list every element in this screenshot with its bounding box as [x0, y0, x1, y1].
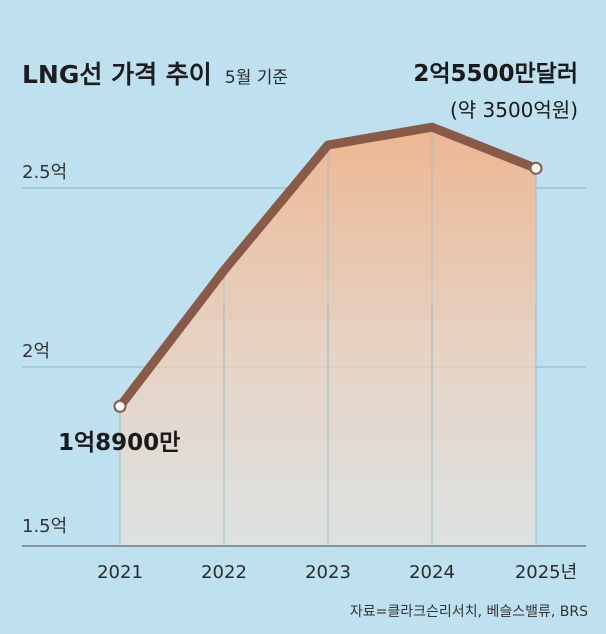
- source-note: 자료=클라크슨리서치, 베슬스밸류, BRS: [350, 604, 588, 620]
- annotation-last-krw: (약 3500억원): [450, 98, 578, 122]
- data-point-marker: [113, 399, 127, 413]
- y-tick-label: 2억: [22, 341, 50, 362]
- chart-title: LNG선 가격 추이 5월 기준: [22, 60, 288, 89]
- x-tick-label: 2024: [409, 562, 455, 583]
- x-tick-label: 2025년: [515, 562, 577, 583]
- y-tick-labels: 2.5억 2억 1.5억: [22, 162, 67, 537]
- x-tick-labels: 2021 2022 2023 2024 2025년: [97, 562, 577, 583]
- x-tick-label: 2022: [201, 562, 247, 583]
- y-tick-label: 2.5억: [22, 162, 67, 183]
- markers: [113, 161, 543, 413]
- y-tick-label: 1.5억: [22, 516, 67, 537]
- data-point-marker: [529, 161, 543, 175]
- chart-title-main: LNG선 가격 추이: [22, 60, 212, 89]
- annotation-first-value: 1억8900만: [58, 430, 180, 456]
- x-tick-label: 2021: [97, 562, 143, 583]
- vertical-gridlines: [119, 127, 537, 546]
- annotation-last-value: 2억5500만달러: [413, 61, 578, 87]
- chart-title-sub: 5월 기준: [225, 68, 288, 88]
- series-line: [115, 122, 541, 411]
- x-tick-label: 2023: [305, 562, 351, 583]
